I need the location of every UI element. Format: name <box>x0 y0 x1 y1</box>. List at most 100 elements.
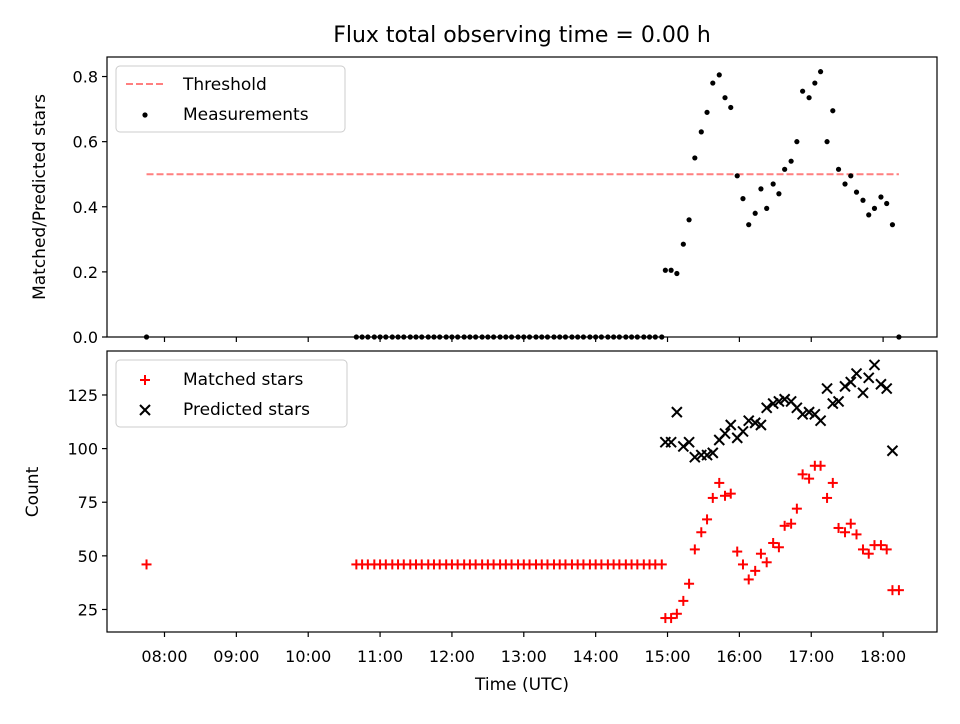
legend-threshold-label: Threshold <box>182 75 267 95</box>
matched-stars-point <box>678 595 689 606</box>
top-x-ticks <box>163 337 884 342</box>
legend-measurements-label: Measurements <box>183 105 309 125</box>
measurements-point <box>746 222 752 228</box>
predicted-stars-point <box>814 415 827 427</box>
predicted-stars-point <box>886 445 899 457</box>
top-legend: Threshold Measurements <box>115 65 346 133</box>
legend-predicted-label: Predicted stars <box>183 400 310 420</box>
top-y-ticks: 0.0 0.2 0.4 0.6 0.8 <box>73 68 107 347</box>
predicted-stars-point <box>821 382 833 395</box>
predicted-stars-point <box>850 367 863 380</box>
predicted-stars-point <box>719 427 731 440</box>
matched-stars-point <box>743 574 754 585</box>
matched-stars-point <box>893 585 904 596</box>
predicted-stars-point <box>755 419 767 431</box>
matched-stars-point <box>786 518 797 529</box>
predicted-stars-point <box>778 393 791 405</box>
measurements-point <box>878 194 884 200</box>
predicted-stars-point <box>737 425 749 438</box>
predicted-stars-point <box>868 359 881 371</box>
bottom-plot-area <box>141 359 904 624</box>
measurements-point <box>704 109 710 115</box>
measurements-point <box>728 104 734 111</box>
x-tick-label: 12:00 <box>429 647 475 666</box>
matched-stars-point <box>671 608 682 619</box>
measurements-point <box>812 80 818 86</box>
predicted-stars-point <box>743 415 755 427</box>
measurements-point <box>740 196 746 202</box>
matched-stars-point <box>750 565 761 576</box>
legend-matched-label: Matched stars <box>183 370 303 390</box>
predicted-stars-point <box>832 395 845 408</box>
matched-stars-point <box>755 548 766 559</box>
matched-stars-point <box>702 514 713 525</box>
measurements-point <box>806 95 812 101</box>
measurements-point <box>776 191 782 197</box>
matched-stars-point <box>714 477 725 488</box>
measurements-point <box>884 200 890 207</box>
predicted-stars-point <box>683 436 695 448</box>
top-y-tick-label: 0.0 <box>73 328 98 347</box>
x-axis-label: Time (UTC) <box>474 675 569 695</box>
top-y-axis-label: Matched/Predicted stars <box>30 94 50 300</box>
matched-stars-point <box>768 537 779 548</box>
predicted-stars-point <box>845 376 857 388</box>
bottom-legend: Matched stars Predicted stars <box>115 359 348 428</box>
matched-stars-point <box>779 520 790 531</box>
bottom-y-tick-label: 75 <box>78 493 98 512</box>
measurements-point <box>686 217 692 223</box>
predicted-stars-point <box>665 436 677 448</box>
matched-stars-point <box>656 559 667 570</box>
x-tick-label: 18:00 <box>860 647 906 666</box>
matched-stars-point <box>840 527 851 538</box>
measurements-point <box>734 173 740 179</box>
predicted-stars-point <box>796 408 809 420</box>
predicted-stars-point <box>863 372 875 384</box>
matched-stars-point <box>881 544 892 555</box>
matched-stars-point <box>773 542 784 553</box>
bottom-panel: 25 50 75 100 125 08:00 09:00 10:00 11:00 12:00 13… <box>23 350 938 695</box>
matched-stars-point <box>689 544 700 555</box>
bottom-axes-frame <box>106 350 938 633</box>
matched-stars-point <box>696 527 707 538</box>
matched-stars-point <box>684 578 695 589</box>
predicted-stars-point <box>760 402 773 414</box>
measurements-point <box>835 166 842 172</box>
top-legend-box <box>115 65 346 133</box>
legend-measurements-swatch <box>142 112 148 118</box>
measurements-point <box>853 189 860 195</box>
measurements-point <box>662 267 668 273</box>
top-y-tick-label: 0.8 <box>73 68 98 87</box>
predicted-stars-point <box>839 380 851 393</box>
x-tick-label: 14:00 <box>573 647 619 666</box>
top-panel: 0.00.20.40.60.8 Matched/Predicted stars … <box>30 56 938 347</box>
bottom-y-tick-label: 100 <box>67 440 98 459</box>
bottom-x-ticks: 08:00 09:00 10:00 11:00 12:00 13:00 14:00 15:00… <box>141 632 906 666</box>
matched-stars-point <box>875 540 886 551</box>
matched-stars-point <box>845 518 856 529</box>
x-tick-label: 15:00 <box>644 647 690 666</box>
measurements-point <box>668 267 674 273</box>
matched-stars-point <box>707 492 718 503</box>
chart-title: Flux total observing time = 0.00 h <box>333 23 711 48</box>
matched-stars-point <box>827 477 838 488</box>
measurements-point <box>848 173 854 179</box>
predicted-stars-point <box>880 382 893 395</box>
measurements-point <box>674 270 680 277</box>
bottom-legend-box <box>115 359 348 428</box>
x-tick-label: 08:00 <box>141 647 187 666</box>
matched-stars-point <box>833 522 844 533</box>
x-tick-label: 10:00 <box>285 647 331 666</box>
predicted-stars-point <box>671 406 683 418</box>
matched-stars-point <box>732 546 743 557</box>
predicted-stars-point <box>857 387 869 399</box>
x-tick-label: 09:00 <box>213 647 259 666</box>
predicted-stars-point <box>707 447 719 459</box>
bottom-y-tick-label: 50 <box>78 547 98 566</box>
top-axes-frame <box>106 56 938 338</box>
predicted-stars-point <box>677 440 690 453</box>
measurements-point <box>842 181 848 187</box>
measurements-point <box>698 129 704 135</box>
top-y-tick-label: 0.2 <box>73 263 98 282</box>
